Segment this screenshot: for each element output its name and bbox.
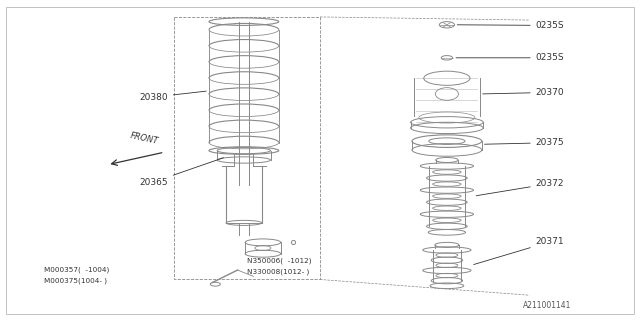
Text: 20371: 20371 (474, 237, 564, 265)
Text: N350006(  -1012): N350006( -1012) (247, 258, 312, 264)
Text: A211001141: A211001141 (523, 301, 572, 310)
Text: M000357(  -1004): M000357( -1004) (44, 267, 109, 273)
Text: N330008(1012- ): N330008(1012- ) (247, 268, 309, 275)
Text: 0235S: 0235S (457, 21, 564, 30)
Text: 20375: 20375 (484, 138, 564, 147)
Text: FRONT: FRONT (130, 132, 159, 146)
Text: 20370: 20370 (483, 88, 564, 97)
Text: 20380: 20380 (139, 91, 206, 102)
Text: 0235S: 0235S (456, 53, 564, 62)
Text: M000375(1004- ): M000375(1004- ) (44, 278, 107, 284)
Text: 20372: 20372 (476, 179, 564, 196)
Text: 20365: 20365 (139, 158, 223, 187)
